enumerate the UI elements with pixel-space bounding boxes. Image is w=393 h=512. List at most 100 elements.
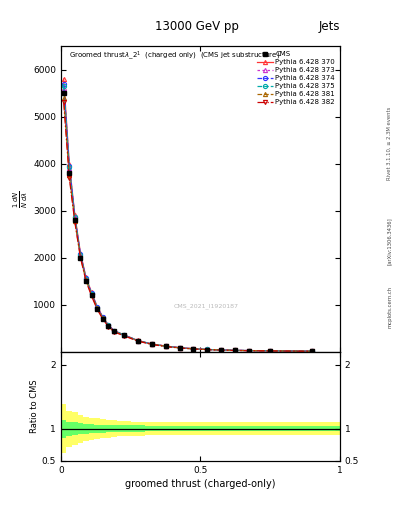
Pythia 6.428 381 (191, 346, 196, 352)
CMS (177, 345, 182, 351)
Pythia 6.428 382 (310, 348, 314, 354)
Pythia 6.428 375 (191, 346, 196, 352)
Pythia 6.428 382 (233, 348, 238, 354)
Pythia 6.428 374 (73, 214, 77, 220)
CMS (61, 90, 66, 96)
Bar (106, 420, 111, 438)
Bar (94, 418, 100, 439)
Pythia 6.428 382 (191, 346, 196, 352)
Text: Groomed thrust$\lambda\_2^1$  (charged only)  (CMS jet substructure): Groomed thrust$\lambda\_2^1$ (charged on… (69, 49, 281, 62)
Pythia 6.428 382 (89, 293, 94, 299)
Pythia 6.428 373 (135, 337, 140, 344)
Pythia 6.428 370 (268, 348, 273, 354)
Pythia 6.428 375 (233, 347, 238, 353)
Bar (130, 422, 145, 436)
Pythia 6.428 381 (95, 305, 99, 311)
Pythia 6.428 370 (106, 322, 111, 328)
Pythia 6.428 373 (78, 252, 83, 259)
Pythia 6.428 370 (219, 347, 224, 353)
CMS (163, 343, 168, 349)
Pythia 6.428 374 (191, 346, 196, 352)
CMS (84, 278, 88, 284)
Pythia 6.428 373 (205, 347, 210, 353)
Pythia 6.428 373 (89, 291, 94, 297)
Pythia 6.428 382 (219, 347, 224, 353)
Pythia 6.428 370 (233, 347, 238, 353)
Pythia 6.428 375 (219, 347, 224, 353)
Pythia 6.428 375 (106, 323, 111, 329)
Pythia 6.428 373 (121, 332, 126, 338)
Bar (145, 422, 158, 435)
CMS (191, 346, 196, 352)
Text: [arXiv:1306.3436]: [arXiv:1306.3436] (387, 217, 392, 265)
Bar (284, 426, 340, 431)
Pythia 6.428 382 (67, 175, 72, 181)
Pythia 6.428 370 (73, 212, 77, 219)
Pythia 6.428 373 (177, 345, 182, 351)
Pythia 6.428 381 (106, 323, 111, 329)
Pythia 6.428 375 (149, 341, 154, 347)
Pythia 6.428 382 (61, 99, 66, 105)
Pythia 6.428 381 (177, 345, 182, 351)
Pythia 6.428 374 (78, 251, 83, 257)
CMS (205, 347, 210, 353)
Pythia 6.428 374 (112, 328, 116, 334)
Pythia 6.428 373 (268, 348, 273, 354)
Bar (284, 422, 340, 435)
Pythia 6.428 374 (233, 347, 238, 353)
Pythia 6.428 374 (89, 290, 94, 296)
Pythia 6.428 373 (73, 215, 77, 221)
Bar (111, 425, 117, 432)
Pythia 6.428 375 (177, 345, 182, 351)
Bar (200, 426, 215, 431)
Pythia 6.428 381 (135, 338, 140, 344)
Pythia 6.428 374 (135, 337, 140, 344)
Pythia 6.428 382 (268, 348, 273, 354)
Pythia 6.428 370 (191, 346, 196, 352)
Pythia 6.428 375 (163, 343, 168, 349)
Pythia 6.428 370 (67, 161, 72, 167)
Bar (61, 420, 66, 438)
Bar (256, 426, 284, 431)
Pythia 6.428 382 (177, 345, 182, 351)
CMS (219, 347, 224, 353)
Bar (158, 422, 173, 435)
Line: Pythia 6.428 375: Pythia 6.428 375 (62, 84, 314, 353)
Pythia 6.428 375 (84, 275, 88, 282)
Bar (173, 426, 187, 431)
Pythia 6.428 381 (73, 218, 77, 224)
Pythia 6.428 374 (67, 163, 72, 169)
CMS (268, 348, 273, 354)
Pythia 6.428 370 (89, 289, 94, 295)
Pythia 6.428 373 (149, 341, 154, 347)
Pythia 6.428 373 (233, 347, 238, 353)
Pythia 6.428 370 (101, 314, 105, 320)
Bar (83, 423, 89, 434)
Pythia 6.428 373 (95, 305, 99, 311)
Pythia 6.428 370 (61, 76, 66, 82)
Pythia 6.428 375 (268, 348, 273, 354)
Bar (200, 422, 215, 435)
CMS (67, 170, 72, 176)
Pythia 6.428 381 (89, 292, 94, 298)
Pythia 6.428 370 (135, 337, 140, 344)
CMS (78, 254, 83, 261)
Pythia 6.428 381 (247, 348, 252, 354)
Pythia 6.428 374 (106, 322, 111, 328)
Pythia 6.428 382 (106, 324, 111, 330)
Pythia 6.428 382 (112, 329, 116, 335)
Bar (83, 416, 89, 441)
Bar (78, 423, 83, 435)
CMS (73, 217, 77, 223)
Pythia 6.428 382 (101, 316, 105, 322)
Pythia 6.428 370 (205, 347, 210, 353)
Text: CMS_2021_I1920187: CMS_2021_I1920187 (174, 303, 239, 309)
Bar (117, 421, 131, 436)
Line: Pythia 6.428 373: Pythia 6.428 373 (62, 87, 314, 353)
Line: Pythia 6.428 381: Pythia 6.428 381 (62, 96, 314, 353)
Pythia 6.428 382 (247, 348, 252, 354)
Pythia 6.428 375 (121, 332, 126, 338)
X-axis label: groomed thrust (charged-only): groomed thrust (charged-only) (125, 479, 275, 489)
Pythia 6.428 381 (78, 253, 83, 260)
Pythia 6.428 382 (163, 344, 168, 350)
